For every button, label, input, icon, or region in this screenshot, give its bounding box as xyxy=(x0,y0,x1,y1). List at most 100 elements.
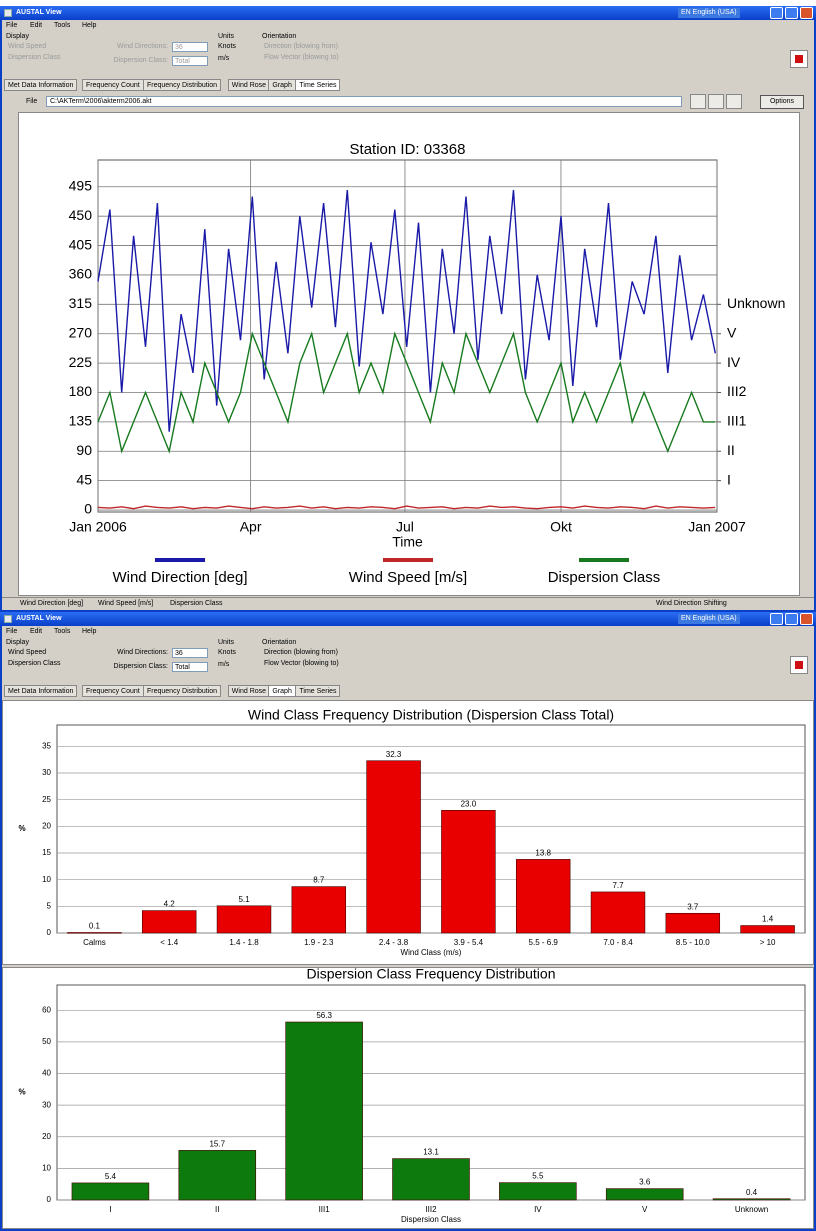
tool-button[interactable] xyxy=(690,94,706,109)
series-line xyxy=(97,505,716,510)
combo[interactable]: Total xyxy=(172,56,208,66)
tab[interactable]: Met Data Information xyxy=(4,79,78,91)
app-icon xyxy=(4,615,12,623)
data-label: 3.7 xyxy=(687,902,699,911)
bar xyxy=(178,1150,257,1201)
y2-tick-label: I xyxy=(727,471,731,487)
y2-tick-label: II xyxy=(727,442,735,458)
data-label: 13.8 xyxy=(535,849,551,858)
radio[interactable]: Knots xyxy=(218,649,236,656)
y-tick-label: 180 xyxy=(69,383,93,399)
data-label: 32.3 xyxy=(386,750,402,759)
tab[interactable]: Frequency Count xyxy=(82,79,144,91)
checkbox[interactable]: Wind Speed [m/s] xyxy=(98,600,154,607)
radio[interactable]: Direction (blowing from) xyxy=(264,649,338,656)
tab[interactable]: Frequency Distribution xyxy=(143,685,222,697)
y-tick-label: 10 xyxy=(42,875,51,884)
x-tick-label: 8.5 - 10.0 xyxy=(676,938,710,947)
legend-label: Dispersion Class xyxy=(548,569,661,586)
checkbox[interactable]: Wind Direction [deg] xyxy=(20,600,84,607)
x-tick-label: < 1.4 xyxy=(160,938,179,947)
icon-button[interactable] xyxy=(790,50,808,68)
bar xyxy=(590,891,646,934)
menu-item[interactable]: File xyxy=(6,628,18,635)
radio[interactable]: Knots xyxy=(218,43,236,50)
status-bar xyxy=(2,597,814,609)
checkbox[interactable]: Dispersion Class xyxy=(170,600,223,607)
x-tick-label: Jan 2006 xyxy=(69,519,127,535)
field-label: Dispersion Class: xyxy=(113,57,168,64)
y-tick-label: 50 xyxy=(42,1037,51,1046)
combo[interactable]: Total xyxy=(172,662,208,672)
x-tick-label: III1 xyxy=(319,1205,331,1214)
plot-area xyxy=(56,724,806,934)
group-label: Display xyxy=(6,33,29,40)
file-combo[interactable]: C:\AKTerm\2006\akterm2006.akt xyxy=(46,96,682,107)
x-tick-label: > 10 xyxy=(760,938,776,947)
y-axis-label: % xyxy=(18,1088,25,1097)
series-line xyxy=(97,331,716,454)
menu-item[interactable]: File xyxy=(6,22,18,29)
close-button[interactable] xyxy=(800,613,813,625)
data-label: 4.2 xyxy=(164,900,176,909)
tab[interactable]: Met Data Information xyxy=(4,685,78,697)
minimize-button[interactable] xyxy=(770,613,783,625)
y-tick-label: 30 xyxy=(42,1100,51,1109)
data-label: 23.0 xyxy=(461,799,477,808)
close-button[interactable] xyxy=(800,7,813,19)
x-tick-label: Jan 2007 xyxy=(688,519,746,535)
tab[interactable]: Frequency Distribution xyxy=(143,79,222,91)
menu-item[interactable]: Tools xyxy=(54,22,71,29)
tab[interactable]: Graph xyxy=(268,685,296,697)
menu-item[interactable]: Tools xyxy=(54,628,71,635)
radio[interactable]: m/s xyxy=(218,661,230,668)
data-label: 3.6 xyxy=(639,1178,651,1187)
x-tick-label: Jul xyxy=(396,519,414,535)
data-label: 15.7 xyxy=(209,1139,225,1148)
icon-button[interactable] xyxy=(790,656,808,674)
tab[interactable]: Graph xyxy=(268,79,296,91)
x-tick-label: 5.5 - 6.9 xyxy=(529,938,559,947)
radio[interactable]: Dispersion Class xyxy=(8,54,61,61)
data-label: 5.4 xyxy=(105,1172,117,1181)
menu-item[interactable]: Edit xyxy=(30,628,43,635)
tab[interactable]: Time Series xyxy=(295,685,341,697)
radio[interactable]: Dispersion Class xyxy=(8,660,61,667)
data-label: 8.7 xyxy=(313,876,325,885)
checkbox[interactable]: Wind Direction Shifting xyxy=(656,600,727,607)
tab[interactable]: Time Series xyxy=(295,79,341,91)
data-label: 0.1 xyxy=(89,922,101,931)
field-label: Dispersion Class: xyxy=(113,663,168,670)
radio[interactable]: Flow Vector (blowing to) xyxy=(264,660,339,667)
tool-button[interactable] xyxy=(726,94,742,109)
menu-item[interactable]: Edit xyxy=(30,22,43,29)
chart-title: Station ID: 03368 xyxy=(350,141,466,158)
legend-label: Wind Direction [deg] xyxy=(112,569,247,586)
tab[interactable]: Wind Rose xyxy=(227,685,271,697)
x-tick-label: 2.4 - 3.8 xyxy=(379,938,409,947)
maximize-button[interactable] xyxy=(785,613,798,625)
y-tick-label: 315 xyxy=(69,295,93,311)
combo[interactable]: 36 xyxy=(172,648,208,658)
bar xyxy=(740,925,795,934)
x-axis-label: Wind Class (m/s) xyxy=(401,948,462,957)
radio[interactable]: Wind Speed xyxy=(8,43,47,50)
combo[interactable]: 36 xyxy=(172,42,208,52)
menu-item[interactable]: Help xyxy=(82,628,97,635)
radio[interactable]: Wind Speed xyxy=(8,649,47,656)
tool-button[interactable] xyxy=(708,94,724,109)
options-button[interactable]: Options xyxy=(760,95,804,109)
group-label: Display xyxy=(6,639,29,646)
maximize-button[interactable] xyxy=(785,7,798,19)
y-tick-label: 35 xyxy=(42,741,51,750)
minimize-button[interactable] xyxy=(770,7,783,19)
radio[interactable]: Flow Vector (blowing to) xyxy=(264,54,339,61)
menu-item[interactable]: Help xyxy=(82,22,97,29)
y2-tick-label: III1 xyxy=(727,413,747,429)
radio[interactable]: m/s xyxy=(218,55,230,62)
legend-label: Wind Speed [m/s] xyxy=(349,569,467,586)
radio[interactable]: Direction (blowing from) xyxy=(264,43,338,50)
y-tick-label: 90 xyxy=(76,442,92,458)
